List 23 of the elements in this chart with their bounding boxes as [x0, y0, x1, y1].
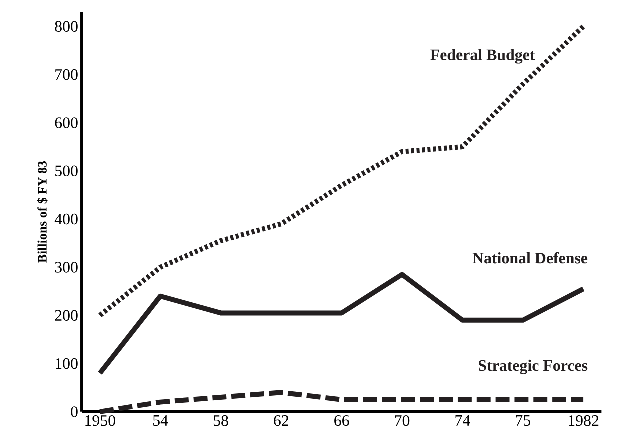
x-tick-label: 74 — [456, 415, 470, 426]
series-label: Strategic Forces — [479, 360, 588, 374]
x-tick-label: 75 — [516, 415, 530, 426]
x-tick-label: 70 — [395, 415, 410, 426]
y-tick-label: 200 — [55, 310, 78, 321]
x-tick-label: 1950 — [86, 415, 116, 426]
y-tick-label: 600 — [55, 118, 78, 128]
x-tick-label: 66 — [334, 415, 350, 426]
series-label: National Defense — [472, 252, 588, 264]
y-axis-title: Billions of $ FY 83 — [37, 161, 48, 263]
series-label: Federal Budget — [430, 49, 536, 64]
x-tick-label: 62 — [274, 415, 289, 426]
y-tick-label: 300 — [55, 262, 78, 273]
line-series — [98, 24, 586, 318]
y-tick-label: 400 — [54, 214, 78, 225]
x-tick-label: 1982 — [569, 415, 599, 426]
y-tick-label: 0 — [71, 406, 78, 418]
x-tick-label: 54 — [154, 415, 168, 426]
y-tick-label: 800 — [55, 21, 78, 32]
y-tick-label: 100 — [56, 358, 78, 370]
y-tick-label: 500 — [56, 166, 78, 176]
y-tick-label: 700 — [56, 69, 78, 80]
x-tick-label: 58 — [214, 415, 228, 426]
